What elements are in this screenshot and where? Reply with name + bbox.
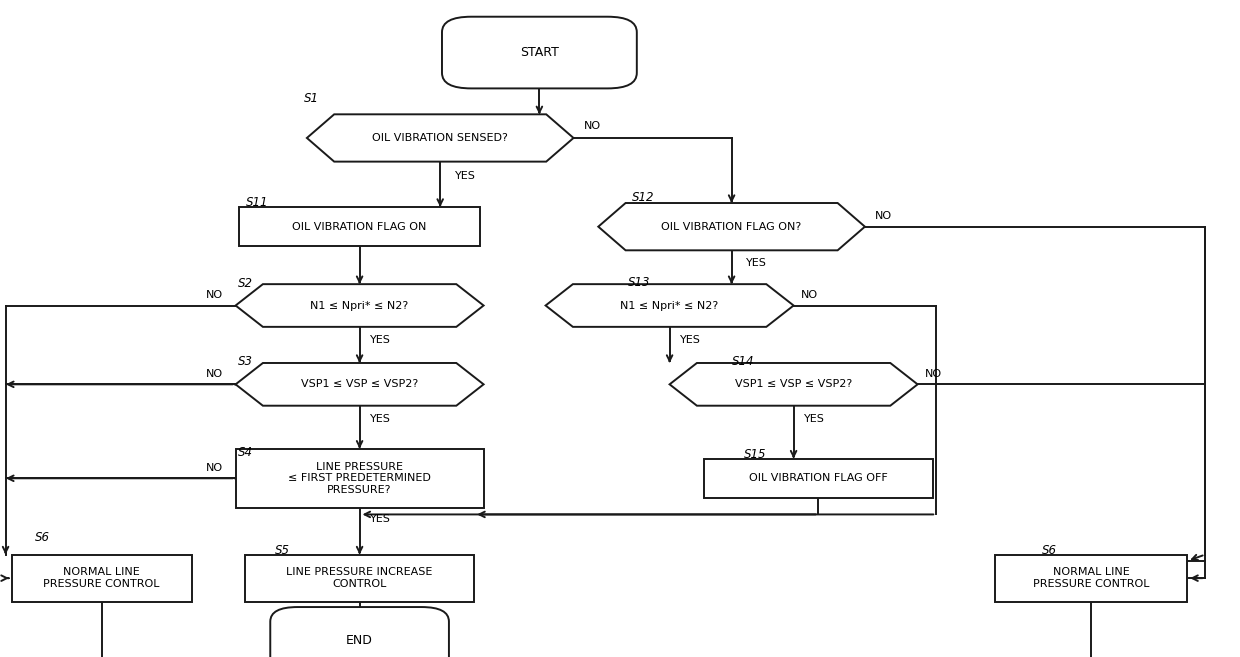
Text: YES: YES <box>370 414 391 424</box>
Text: NO: NO <box>583 122 600 131</box>
Text: OIL VIBRATION SENSED?: OIL VIBRATION SENSED? <box>372 133 508 143</box>
Text: LINE PRESSURE INCREASE
CONTROL: LINE PRESSURE INCREASE CONTROL <box>286 568 433 589</box>
Text: YES: YES <box>680 335 701 345</box>
Text: S6: S6 <box>35 531 50 544</box>
Text: S15: S15 <box>744 448 766 461</box>
Polygon shape <box>306 114 573 162</box>
Text: N1 ≤ Npri* ≤ N2?: N1 ≤ Npri* ≤ N2? <box>310 300 409 311</box>
Text: S11: S11 <box>246 196 268 209</box>
Text: NO: NO <box>925 369 942 379</box>
Text: N1 ≤ Npri* ≤ N2?: N1 ≤ Npri* ≤ N2? <box>620 300 719 311</box>
Text: NORMAL LINE
PRESSURE CONTROL: NORMAL LINE PRESSURE CONTROL <box>1033 568 1149 589</box>
Polygon shape <box>598 203 866 250</box>
Text: S13: S13 <box>627 276 650 289</box>
Text: NO: NO <box>875 212 892 221</box>
Text: OIL VIBRATION FLAG ON?: OIL VIBRATION FLAG ON? <box>661 221 802 232</box>
Polygon shape <box>236 363 484 406</box>
Text: NO: NO <box>206 369 223 379</box>
Text: YES: YES <box>455 171 476 181</box>
Polygon shape <box>670 363 918 406</box>
Bar <box>994 555 1188 602</box>
Text: OIL VIBRATION FLAG OFF: OIL VIBRATION FLAG OFF <box>749 473 888 484</box>
Text: END: END <box>346 634 373 647</box>
Text: START: START <box>520 46 559 59</box>
Bar <box>704 459 932 498</box>
Text: S6: S6 <box>1042 544 1056 557</box>
Text: S5: S5 <box>275 544 290 557</box>
Text: S4: S4 <box>238 445 253 459</box>
Bar <box>244 555 474 602</box>
Text: NORMAL LINE
PRESSURE CONTROL: NORMAL LINE PRESSURE CONTROL <box>43 568 160 589</box>
Text: VSP1 ≤ VSP ≤ VSP2?: VSP1 ≤ VSP ≤ VSP2? <box>735 379 852 390</box>
FancyBboxPatch shape <box>441 16 637 89</box>
Text: S12: S12 <box>632 191 655 204</box>
Text: YES: YES <box>370 335 391 345</box>
Text: NO: NO <box>206 463 223 473</box>
Bar <box>236 449 484 508</box>
Text: YES: YES <box>370 514 391 524</box>
Text: OIL VIBRATION FLAG ON: OIL VIBRATION FLAG ON <box>293 221 427 232</box>
Polygon shape <box>546 284 794 327</box>
Bar <box>12 555 191 602</box>
Text: VSP1 ≤ VSP ≤ VSP2?: VSP1 ≤ VSP ≤ VSP2? <box>301 379 418 390</box>
Text: NO: NO <box>801 290 818 300</box>
Text: LINE PRESSURE
≤ FIRST PREDETERMINED
PRESSURE?: LINE PRESSURE ≤ FIRST PREDETERMINED PRES… <box>288 462 432 495</box>
Polygon shape <box>236 284 484 327</box>
Text: S14: S14 <box>732 355 754 368</box>
Text: YES: YES <box>746 258 768 268</box>
Bar <box>238 207 480 246</box>
Text: NO: NO <box>206 290 223 300</box>
FancyBboxPatch shape <box>270 607 449 657</box>
Text: S2: S2 <box>238 277 253 290</box>
Text: YES: YES <box>804 414 825 424</box>
Text: S1: S1 <box>304 92 319 105</box>
Text: S3: S3 <box>238 355 253 368</box>
